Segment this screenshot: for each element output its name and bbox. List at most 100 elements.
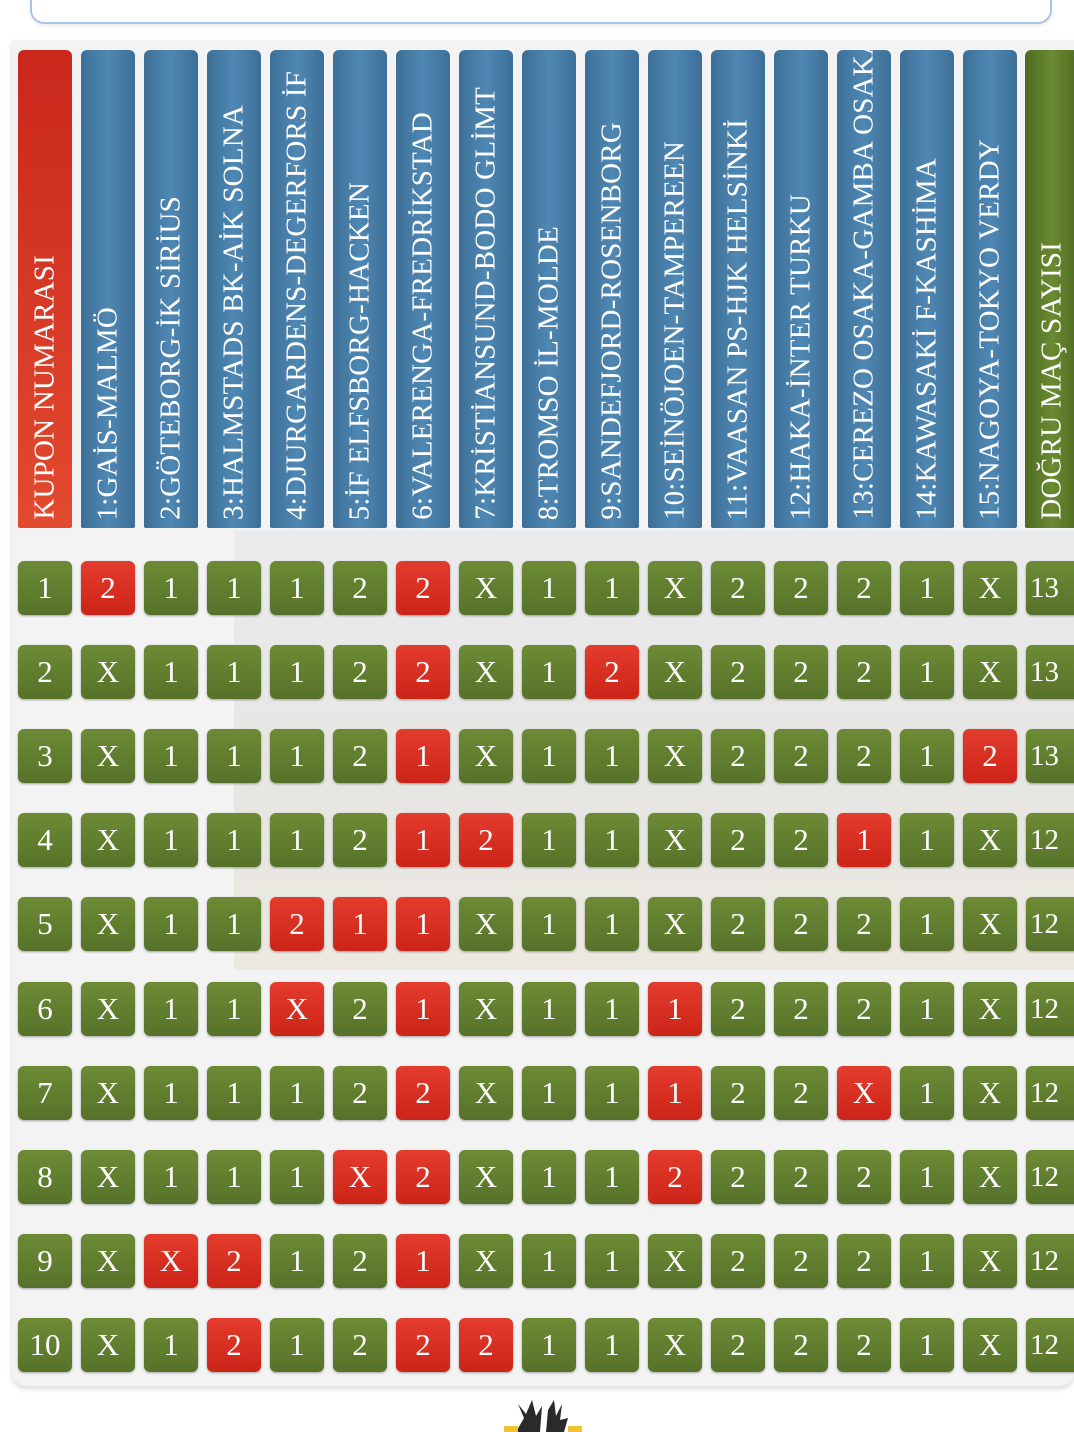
pick-cell-correct: 2	[837, 981, 891, 1036]
pick-cell-correct: X	[81, 645, 135, 700]
pick-cell-wrong: 2	[396, 1149, 450, 1204]
kupon-number-cell: 1	[18, 561, 72, 615]
header-match-label: 13:CEREZO OSAKA-GAMBA OSAKA	[847, 50, 880, 520]
pick-cell-correct: X	[648, 897, 702, 952]
header-match-label: 11:VAASAN PS-HJK HELSİNKİ	[721, 118, 754, 520]
pick-cell-correct: 2	[711, 897, 765, 952]
header-match-13: 13:CEREZO OSAKA-GAMBA OSAKA	[837, 50, 891, 528]
pick-cell-correct: X	[963, 645, 1017, 700]
table-row: 4 X 1 1 1 2 1 2 1 1 X 2 2 1 1 X 12	[12, 813, 1074, 868]
pick-cell-wrong: 1	[396, 1233, 450, 1288]
pick-cell-correct: 1	[900, 1233, 954, 1288]
table-row: 9 X X 2 1 2 1 X 1 1 X 2 2 2 1 X 12	[12, 1233, 1074, 1288]
pick-cell-wrong: 2	[270, 897, 324, 952]
pick-cell-correct: X	[81, 981, 135, 1036]
top-search-box	[30, 0, 1052, 24]
pick-cell-correct: 1	[900, 897, 954, 952]
table-row: 2 X 1 1 1 2 2 X 1 2 X 2 2 2 1 X 13	[12, 645, 1074, 700]
pick-cell-correct: 1	[144, 981, 198, 1036]
pick-cell-correct: X	[648, 561, 702, 615]
header-match-12: 12:HAKA-İNTER TURKU	[774, 50, 828, 528]
pick-cell-correct: X	[963, 1317, 1017, 1372]
pick-cell-correct: 2	[711, 813, 765, 868]
pick-cell-correct: 2	[837, 897, 891, 952]
pick-cell-correct: 1	[270, 729, 324, 784]
pick-cell-wrong: 2	[459, 1317, 513, 1372]
pick-cell-wrong: 1	[396, 897, 450, 952]
header-match-6: 6:VALERENGA-FREDRİKSTAD	[396, 50, 450, 528]
table-row: 10 X 1 2 1 2 2 2 1 1 X 2 2 2 1 X 12	[12, 1317, 1074, 1372]
pick-cell-correct: X	[459, 645, 513, 700]
table-row: 7 X 1 1 1 2 2 X 1 1 1 2 2 X 1 X 12	[12, 1065, 1074, 1120]
pick-cell-correct: 2	[711, 729, 765, 784]
pick-cell-wrong: X	[270, 981, 324, 1036]
header-match-label: 5:İF ELFSBORG-HACKEN	[343, 181, 376, 520]
pick-cell-correct: 1	[585, 981, 639, 1036]
pick-cell-wrong: 2	[81, 561, 135, 615]
pick-cell-correct: 2	[333, 813, 387, 868]
pick-cell-correct: 2	[774, 729, 828, 784]
header-match-9: 9:SANDEFJORD-ROSENBORG	[585, 50, 639, 528]
pick-cell-correct: 1	[144, 897, 198, 952]
header-match-label: 12:HAKA-İNTER TURKU	[784, 193, 817, 520]
pick-cell-correct: 1	[522, 1065, 576, 1120]
pick-cell-correct: 1	[207, 813, 261, 868]
header-match-8: 8:TROMSO İL-MOLDE	[522, 50, 576, 528]
pick-cell-correct: 1	[522, 1317, 576, 1372]
pick-cell-correct: 1	[144, 561, 198, 615]
pick-cell-correct: 1	[270, 1317, 324, 1372]
pick-cell-correct: 2	[711, 1149, 765, 1204]
kupon-number-cell: 8	[18, 1149, 72, 1204]
header-kupon-label: KUPON NUMARASI	[28, 255, 61, 520]
pick-cell-correct: 1	[900, 1065, 954, 1120]
pick-cell-correct: 2	[774, 1317, 828, 1372]
pick-cell-correct: 1	[144, 645, 198, 700]
header-match-label: 8:TROMSO İL-MOLDE	[532, 225, 565, 520]
pick-cell-wrong: X	[333, 1149, 387, 1204]
pick-cell-correct: 1	[144, 1065, 198, 1120]
pick-cell-correct: 2	[711, 1233, 765, 1288]
dogru-count-cell: 13	[1026, 645, 1074, 700]
pick-cell-correct: X	[81, 813, 135, 868]
pick-cell-correct: X	[459, 1233, 513, 1288]
pick-cell-correct: X	[81, 897, 135, 952]
pick-cell-correct: 2	[774, 897, 828, 952]
pick-cell-wrong: 2	[396, 561, 450, 615]
kupon-number-cell: 5	[18, 897, 72, 952]
pick-cell-correct: 2	[774, 645, 828, 700]
pick-cell-correct: X	[459, 561, 513, 615]
pick-cell-correct: 1	[207, 729, 261, 784]
pick-cell-correct: 2	[333, 981, 387, 1036]
dogru-count-cell: 12	[1026, 1317, 1074, 1372]
table-row: 5 X 1 1 2 1 1 X 1 1 X 2 2 2 1 X 12	[12, 897, 1074, 952]
pick-cell-correct: X	[963, 561, 1017, 615]
kupon-number-cell: 7	[18, 1065, 72, 1120]
dogru-count-cell: 12	[1026, 897, 1074, 952]
pick-cell-correct: 1	[207, 561, 261, 615]
pick-cell-correct: X	[963, 1065, 1017, 1120]
dogru-count-cell: 12	[1026, 1149, 1074, 1204]
dogru-count-cell: 12	[1026, 981, 1074, 1036]
header-match-label: 4:DJURGARDENS-DEGERFORS İF	[280, 70, 313, 520]
pick-cell-wrong: 2	[396, 1317, 450, 1372]
table-row: 6 X 1 1 X 2 1 X 1 1 1 2 2 2 1 X 12	[12, 981, 1074, 1036]
pick-cell-correct: X	[963, 813, 1017, 868]
pick-cell-correct: X	[963, 981, 1017, 1036]
pick-cell-correct: X	[81, 1065, 135, 1120]
header-match-3: 3:HALMSTADS BK-AİK SOLNA	[207, 50, 261, 528]
pick-cell-correct: X	[963, 1149, 1017, 1204]
pick-cell-correct: 1	[522, 1233, 576, 1288]
pick-cell-correct: 1	[585, 1149, 639, 1204]
brand-logo	[504, 1400, 582, 1432]
pick-cell-correct: 1	[585, 1065, 639, 1120]
pick-cell-wrong: 2	[396, 1065, 450, 1120]
pick-cell-correct: 1	[522, 981, 576, 1036]
pick-cell-correct: 1	[522, 813, 576, 868]
pick-cell-wrong: 1	[648, 1065, 702, 1120]
pick-cell-wrong: 2	[963, 729, 1017, 784]
pick-cell-correct: 1	[522, 897, 576, 952]
pick-cell-correct: 2	[333, 645, 387, 700]
kupon-number-cell: 6	[18, 981, 72, 1036]
pick-cell-correct: 1	[900, 981, 954, 1036]
pick-cell-correct: 1	[900, 729, 954, 784]
